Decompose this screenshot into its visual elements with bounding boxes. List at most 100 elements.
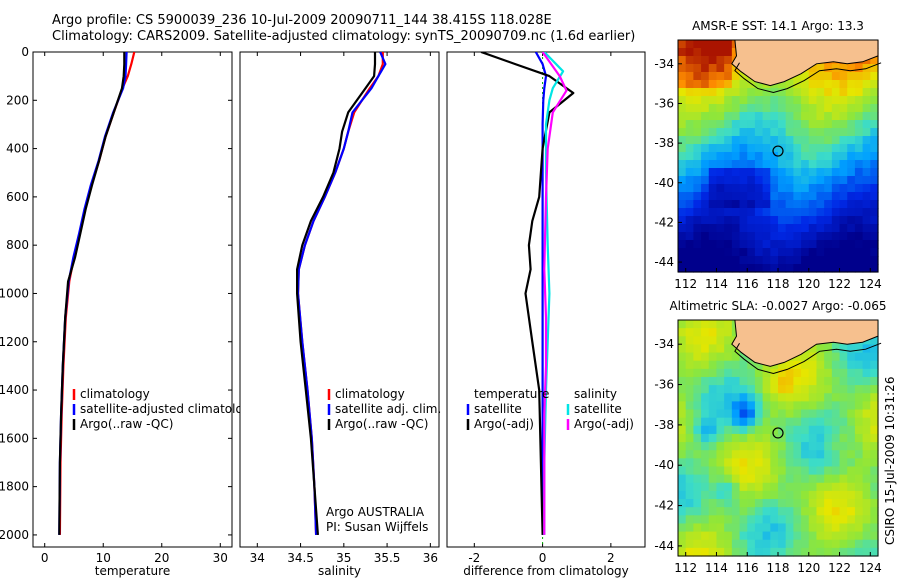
map-cell — [724, 523, 733, 533]
map-cell — [801, 539, 810, 549]
map-cell — [870, 523, 879, 533]
map-cell — [793, 232, 802, 241]
map-cell — [685, 168, 694, 177]
map-cell — [685, 482, 694, 492]
map-cell — [778, 240, 787, 249]
map-cell — [678, 523, 687, 533]
map-cell — [801, 490, 810, 500]
map-cell — [770, 385, 779, 394]
map-cell — [701, 368, 710, 378]
map-cell — [754, 216, 764, 225]
map-cell — [716, 176, 725, 185]
map-cell — [870, 176, 879, 185]
map-cell — [847, 224, 856, 233]
map-cell — [854, 72, 864, 81]
map-cell — [716, 547, 725, 557]
map-cell — [739, 248, 748, 257]
map-cell — [678, 168, 687, 177]
map-cell — [785, 450, 794, 459]
map-cell — [739, 409, 748, 419]
map-cell — [754, 539, 764, 549]
map-cell — [685, 72, 694, 81]
map-cell — [724, 184, 733, 193]
map-cell — [847, 96, 856, 105]
map-cell — [870, 144, 879, 153]
map-cell — [870, 256, 879, 265]
map-cell — [808, 96, 818, 105]
map-cell — [716, 531, 725, 541]
map-cell — [731, 425, 741, 435]
map-cell — [816, 499, 825, 508]
map-cell — [831, 96, 841, 105]
map-cell — [754, 531, 764, 541]
map-cell — [739, 152, 748, 161]
map-cell — [716, 152, 725, 161]
map-cell — [770, 112, 779, 121]
map-cell — [808, 547, 818, 557]
map-cell — [824, 515, 833, 525]
map-cell — [816, 515, 825, 525]
map-cell — [724, 376, 733, 386]
map-cell — [678, 474, 687, 484]
map-cell — [785, 425, 794, 435]
map-cell — [685, 96, 694, 105]
map-cell — [693, 393, 702, 402]
map-cell — [816, 192, 825, 201]
map-cell — [739, 144, 748, 153]
map-cell — [716, 192, 725, 201]
map-cell — [801, 401, 810, 411]
map-cell — [701, 248, 710, 257]
map-cell — [862, 248, 871, 257]
map-cell — [747, 256, 756, 265]
map-cell — [839, 490, 848, 500]
map-cell — [685, 240, 694, 249]
map-cell — [831, 128, 841, 137]
map-cell — [747, 232, 756, 241]
map-cell — [678, 417, 687, 427]
map-cell — [724, 176, 733, 185]
map-cell — [854, 144, 864, 153]
map-cell — [862, 168, 871, 177]
map-cell — [839, 523, 848, 533]
map-cell — [793, 507, 802, 516]
y-tick-label: 1800 — [0, 480, 29, 494]
map-cell — [678, 320, 687, 329]
map-cell — [701, 336, 710, 346]
map-cell — [701, 442, 710, 451]
map-cell — [862, 466, 871, 476]
map-cell — [701, 328, 710, 337]
map-cell — [685, 176, 694, 185]
map-cell — [716, 240, 725, 249]
map-cell — [754, 264, 764, 273]
map-cell — [793, 88, 802, 97]
map-cell — [762, 547, 771, 557]
map-cell — [793, 515, 802, 525]
map-cell — [785, 482, 794, 492]
map-cell — [862, 184, 871, 193]
map-cell — [870, 409, 879, 419]
map-cell — [678, 128, 687, 137]
map-cell — [824, 112, 833, 121]
map-cell — [870, 474, 879, 484]
map-cell — [793, 401, 802, 411]
map-cell — [701, 224, 710, 233]
map-cell — [708, 336, 718, 346]
map-cell — [693, 401, 702, 411]
map-cell — [862, 72, 871, 81]
map-cell — [731, 482, 741, 492]
map-cell — [770, 507, 779, 516]
map-cell — [739, 112, 748, 121]
map-cell — [854, 80, 864, 89]
map-cell — [731, 376, 741, 386]
map-cell — [693, 458, 702, 468]
map-cell — [854, 490, 864, 500]
map-cell — [685, 523, 694, 533]
map-cell — [870, 547, 879, 557]
map-cell — [870, 482, 879, 492]
map-cell — [785, 160, 794, 169]
map-cell — [754, 208, 764, 217]
map-cell — [678, 385, 687, 394]
map-cell — [716, 344, 725, 354]
map-cell — [770, 216, 779, 225]
map-cell — [847, 417, 856, 427]
